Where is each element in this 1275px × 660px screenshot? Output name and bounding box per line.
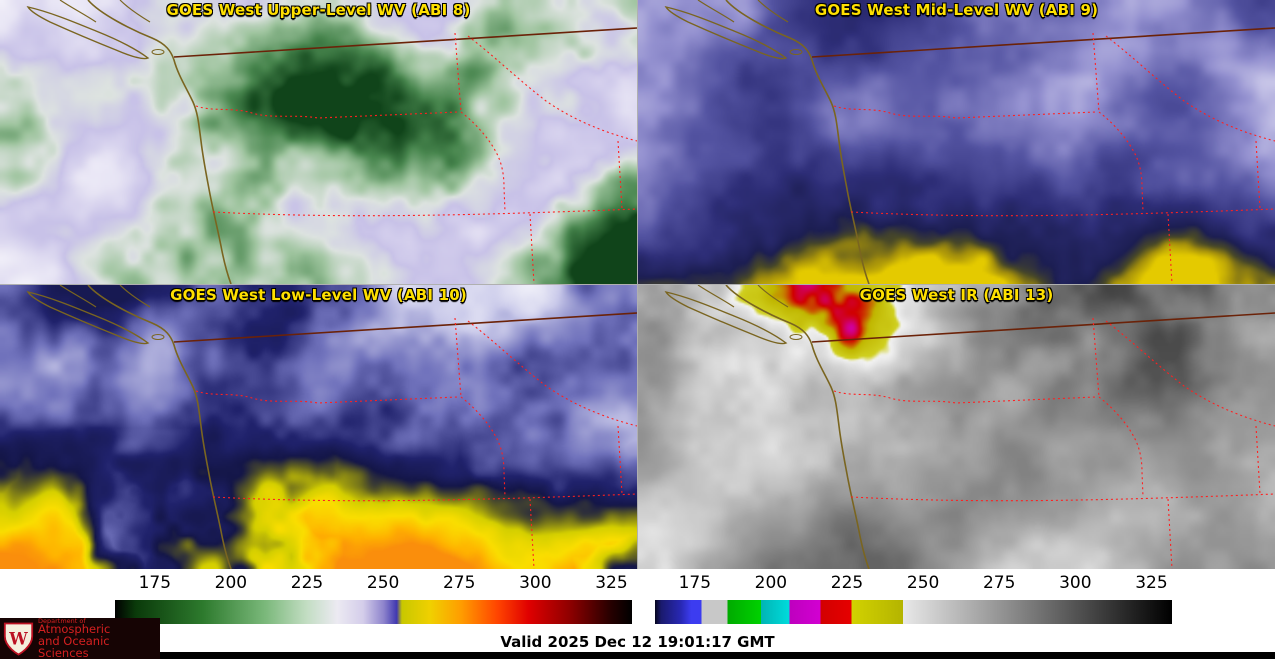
panel-ir: GOES West IR (ABI 13) — [638, 285, 1275, 569]
logo-oceanic-line: and Oceanic Sciences — [38, 633, 110, 660]
panel-low-level-wv: GOES West Low-Level WV (ABI 10) — [0, 285, 637, 569]
valid-time-label: Valid 2025 Dec 12 19:01:17 GMT — [500, 633, 775, 651]
map-overlay — [27, 0, 637, 284]
tick-label: 225 — [830, 573, 864, 593]
panel-grid: GOES West Upper-Level WV (ABI 8) GOES We… — [0, 0, 1275, 569]
svg-text:W: W — [8, 629, 28, 648]
tick-label: 275 — [982, 573, 1016, 593]
uw-aos-logo: W Department of Atmospheric and Oceanic … — [0, 616, 160, 660]
map-overlay — [665, 285, 1275, 569]
tick-label: 175 — [678, 573, 712, 593]
uw-crest-icon: W — [3, 622, 34, 656]
map-overlay — [27, 285, 637, 569]
panel-mid-level-wv: GOES West Mid-Level WV (ABI 9) — [638, 0, 1275, 284]
colorbar-ticks-ir: 175 200 225 250 275 300 325 — [655, 573, 1172, 595]
panel-upper-level-wv: GOES West Upper-Level WV (ABI 8) — [0, 0, 637, 284]
colorbar-wv — [115, 600, 632, 624]
colorbar-ir — [655, 600, 1172, 624]
tick-label: 225 — [290, 573, 324, 593]
tick-label: 200 — [214, 573, 248, 593]
panel-title-abi8: GOES West Upper-Level WV (ABI 8) — [166, 1, 471, 19]
panel-title-abi10: GOES West Low-Level WV (ABI 10) — [170, 286, 467, 304]
colorbar-ticks-wv: 175 200 225 250 275 300 325 — [115, 573, 632, 595]
logo-dept-line: Department of — [38, 616, 86, 625]
tick-label: 200 — [754, 573, 788, 593]
tick-label: 325 — [595, 573, 628, 593]
tick-label: 325 — [1135, 573, 1168, 593]
tick-label: 275 — [442, 573, 476, 593]
tick-label: 175 — [138, 573, 172, 593]
tick-label: 250 — [906, 573, 940, 593]
panel-title-abi13: GOES West IR (ABI 13) — [859, 286, 1054, 304]
logo-text: Department of Atmospheric and Oceanic Sc… — [38, 616, 160, 660]
map-overlay — [665, 0, 1275, 284]
tick-label: 300 — [1059, 573, 1092, 593]
tick-label: 300 — [519, 573, 552, 593]
bottom-bar — [160, 652, 1275, 659]
footer: 175 200 225 250 275 300 325 175 200 225 250 275 300… — [0, 569, 1275, 659]
logo-atmospheric-line: Atmospheric — [38, 622, 111, 637]
tick-label: 250 — [366, 573, 400, 593]
panel-title-abi9: GOES West Mid-Level WV (ABI 9) — [814, 1, 1099, 19]
